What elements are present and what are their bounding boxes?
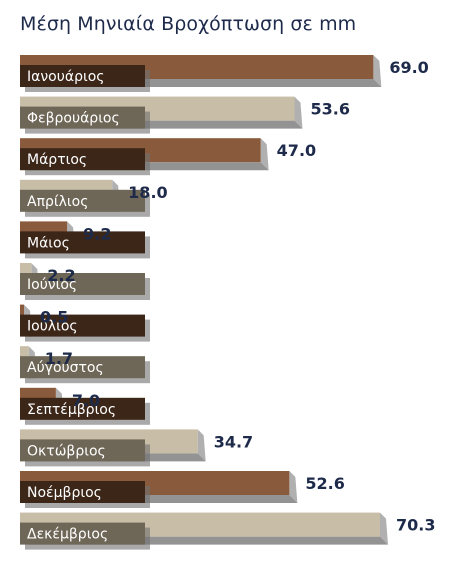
category-label: Ιανουάριος [27,69,104,85]
category-label-bg [20,439,145,462]
bar-row: Μάιος 9.2 [20,221,150,259]
category-label-bg [20,397,145,420]
bar-row: Οκτώβριος 34.7 [20,429,253,467]
value-label: 0.5 [40,308,68,327]
value-label: 7.0 [72,391,100,410]
bar-shadow-side [294,96,303,129]
bar-row: Νοέμβριος 52.6 [20,471,345,508]
value-label: 9.2 [83,224,111,243]
value-label: 1.7 [45,349,73,368]
category-label: Δεκέμβριος [27,527,108,543]
value-label: 47.0 [277,141,316,160]
category-label: Σεπτέμβριος [27,402,116,418]
bar-row: Ιανουάριος 69.0 [20,55,429,92]
bar-shadow-side [197,429,206,462]
category-label-bg [20,522,145,545]
category-label-bg [20,231,145,254]
category-label-bg [20,314,145,337]
bar-row: Δεκέμβριος 70.3 [20,512,435,550]
category-label: Ιούνιος [27,277,77,293]
category-label-bg [20,65,145,87]
value-label: 69.0 [389,58,428,77]
value-label: 18.0 [128,183,167,202]
bar-row: Φεβρουάριος 53.6 [20,96,350,134]
bar-shadow-side [373,55,382,87]
category-label: Ιούλιος [27,319,78,335]
value-label: 70.3 [396,516,435,535]
value-label: 34.7 [214,432,253,451]
bar-shadow-side [260,138,269,171]
bar-shadow-side [380,512,388,545]
value-label: 52.6 [305,474,344,493]
category-label-bg [20,481,145,503]
category-label: Οκτώβριος [27,443,106,459]
category-label-bg [20,356,145,379]
category-label: Φεβρουάριος [27,111,120,127]
category-label: Μάιος [27,235,70,251]
bar-shadow-side [289,471,298,503]
category-label-bg [20,106,145,129]
category-label: Απρίλιος [27,194,88,210]
category-label-bg [20,189,145,212]
category-label: Μάρτιος [27,152,87,168]
category-label: Νοέμβριος [27,485,102,501]
value-label: 2.2 [47,266,75,285]
bar-row: Απρίλιος 18.0 [20,179,168,217]
chart-title: Μέση Μηνιαία Βροχόπτωση σε mm [20,13,357,35]
category-label-bg [20,148,145,171]
bar-row: Μάρτιος 47.0 [20,138,316,176]
value-label: 53.6 [310,100,349,119]
category-label-bg [20,273,145,295]
category-label: Αύγουστος [27,360,104,376]
